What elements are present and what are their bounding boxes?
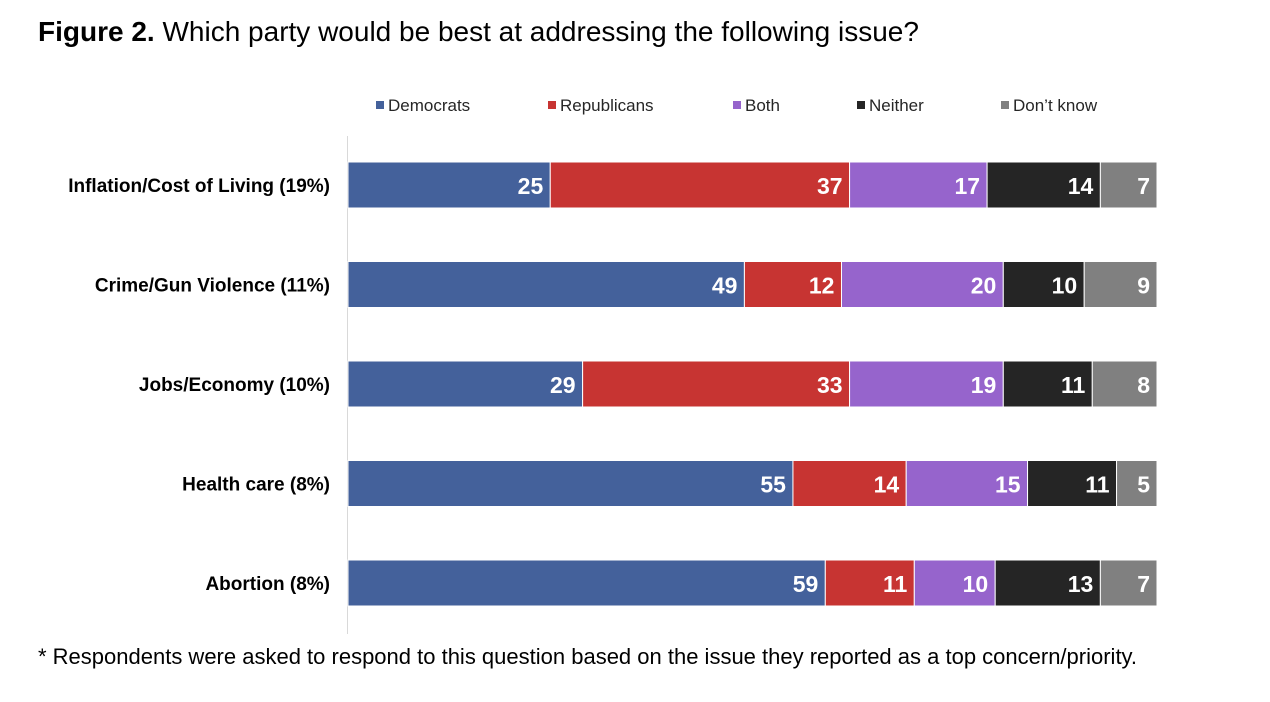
legend-swatch-both — [733, 101, 741, 109]
data-label-both: 17 — [955, 173, 981, 199]
bar-both — [905, 460, 1029, 507]
bar-republicans — [582, 360, 851, 408]
bar-democrats — [347, 161, 551, 209]
legend-swatch-republicans — [548, 101, 556, 109]
figure-question: Which party would be best at addressing … — [162, 16, 919, 47]
bar-don-t-know — [1083, 261, 1158, 308]
legend-label-don-t-know: Don’t know — [1013, 96, 1098, 115]
bar-don-t-know — [1116, 460, 1158, 507]
data-label-neither: 14 — [1068, 173, 1094, 199]
data-label-don-t-know: 7 — [1137, 571, 1150, 597]
category-label: Jobs/Economy (10%) — [139, 375, 330, 396]
data-label-don-t-know: 8 — [1137, 372, 1150, 398]
bar-don-t-know — [1099, 559, 1158, 607]
data-label-republicans: 11 — [883, 571, 908, 597]
data-label-both: 10 — [963, 571, 989, 597]
bar-republicans — [824, 559, 915, 607]
data-label-neither: 11 — [1061, 372, 1086, 398]
category-label: Health care (8%) — [182, 475, 330, 496]
category-label: Abortion (8%) — [205, 574, 330, 595]
bar-neither — [986, 161, 1101, 209]
bar-republicans — [743, 261, 842, 308]
chart-title: Figure 2. Which party would be best at a… — [38, 16, 919, 48]
data-label-both: 15 — [995, 472, 1021, 498]
data-label-both: 20 — [971, 273, 997, 299]
bar-both — [849, 360, 1004, 408]
bar-neither — [1027, 460, 1118, 507]
data-label-republicans: 33 — [817, 372, 843, 398]
bar-don-t-know — [1099, 161, 1158, 209]
bar-both — [840, 261, 1004, 308]
bar-democrats — [347, 559, 826, 607]
footnote: * Respondents were asked to respond to t… — [38, 644, 1138, 669]
bar-republicans — [792, 460, 907, 507]
bar-democrats — [347, 460, 794, 507]
data-label-democrats: 29 — [550, 372, 576, 398]
legend-swatch-don-t-know — [1001, 101, 1009, 109]
data-label-republicans: 37 — [817, 173, 843, 199]
data-label-democrats: 55 — [760, 472, 786, 498]
bar-democrats — [347, 261, 745, 308]
data-label-democrats: 25 — [518, 173, 544, 199]
legend-swatch-democrats — [376, 101, 384, 109]
data-label-don-t-know: 9 — [1137, 273, 1150, 299]
figure-label: Figure 2. — [38, 16, 155, 47]
category-label: Crime/Gun Violence (11%) — [95, 276, 330, 297]
data-label-don-t-know: 5 — [1137, 472, 1150, 498]
legend-label-neither: Neither — [869, 96, 924, 115]
data-label-neither: 10 — [1052, 273, 1078, 299]
data-label-republicans: 12 — [809, 273, 835, 299]
legend-label-democrats: Democrats — [388, 96, 470, 115]
legend-swatch-neither — [857, 101, 865, 109]
data-label-democrats: 59 — [793, 571, 819, 597]
legend-label-both: Both — [745, 96, 780, 115]
data-label-don-t-know: 7 — [1137, 173, 1150, 199]
data-label-republicans: 14 — [874, 472, 900, 498]
data-label-neither: 13 — [1068, 571, 1094, 597]
data-label-neither: 11 — [1085, 472, 1110, 498]
bar-both — [849, 161, 988, 209]
legend-label-republicans: Republicans — [560, 96, 654, 115]
data-label-both: 19 — [971, 372, 997, 398]
data-label-democrats: 49 — [712, 273, 738, 299]
bar-republicans — [549, 161, 851, 209]
bar-democrats — [347, 360, 584, 408]
bar-don-t-know — [1091, 360, 1158, 408]
bar-both — [913, 559, 996, 607]
category-label: Inflation/Cost of Living (19%) — [68, 176, 330, 197]
